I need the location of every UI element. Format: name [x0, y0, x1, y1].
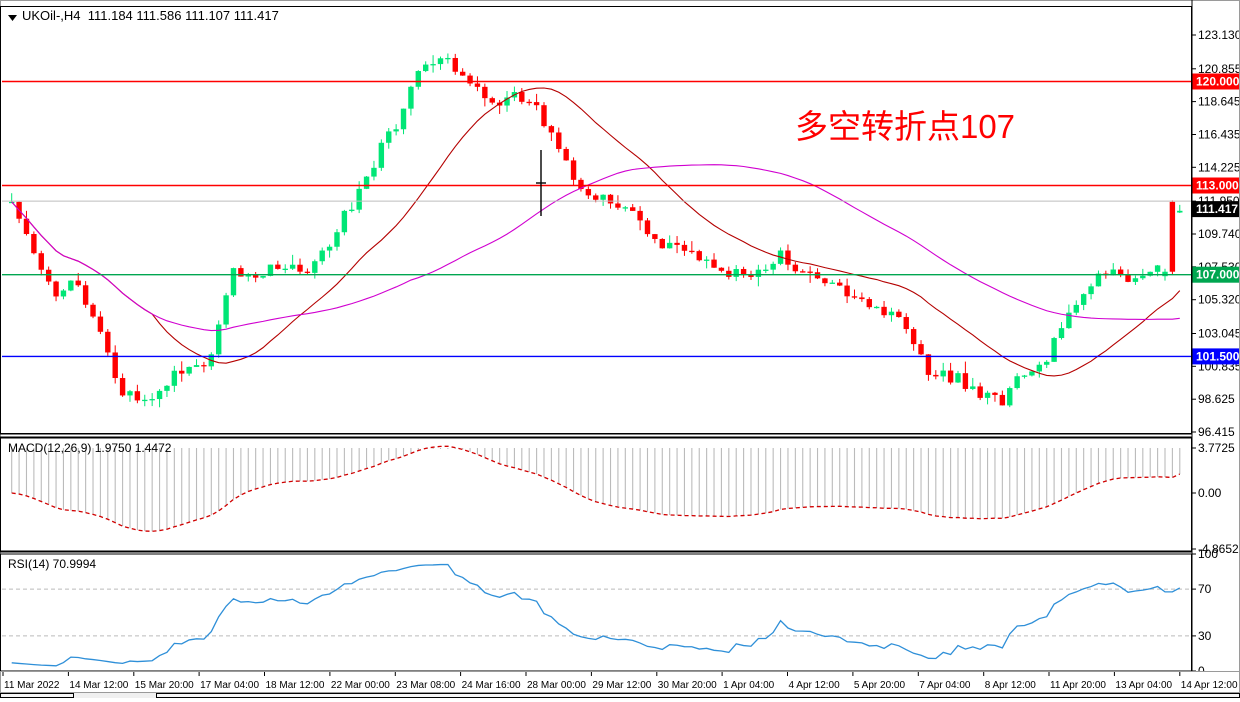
svg-text:96.415: 96.415 [1198, 425, 1235, 439]
svg-text:28 Mar 00:00: 28 Mar 00:00 [527, 680, 586, 691]
svg-text:11 Mar 2022: 11 Mar 2022 [4, 680, 60, 691]
svg-text:24 Mar 16:00: 24 Mar 16:00 [462, 680, 521, 691]
svg-text:13 Apr 04:00: 13 Apr 04:00 [1115, 680, 1172, 691]
svg-text:17 Mar 04:00: 17 Mar 04:00 [200, 680, 259, 691]
svg-text:30 Mar 20:00: 30 Mar 20:00 [658, 680, 717, 691]
svg-text:18 Mar 12:00: 18 Mar 12:00 [266, 680, 325, 691]
svg-text:22 Mar 00:00: 22 Mar 00:00 [331, 680, 390, 691]
svg-text:14 Apr 12:00: 14 Apr 12:00 [1181, 680, 1238, 691]
svg-text:118.645: 118.645 [1198, 95, 1240, 109]
svg-text:101.500: 101.500 [1196, 349, 1240, 363]
svg-text:105.320: 105.320 [1198, 293, 1240, 307]
svg-text:111.417: 111.417 [1196, 202, 1238, 216]
svg-text:14 Mar 12:00: 14 Mar 12:00 [69, 680, 128, 691]
svg-text:123.130: 123.130 [1198, 28, 1240, 42]
svg-text:15 Mar 20:00: 15 Mar 20:00 [135, 680, 194, 691]
svg-text:1 Apr 04:00: 1 Apr 04:00 [723, 680, 775, 691]
svg-text:11 Apr 20:00: 11 Apr 20:00 [1050, 680, 1106, 691]
svg-text:120.000: 120.000 [1196, 75, 1240, 89]
svg-text:116.435: 116.435 [1198, 128, 1240, 142]
svg-text:114.225: 114.225 [1198, 160, 1240, 174]
svg-text:0.00: 0.00 [1198, 486, 1222, 500]
svg-text:23 Mar 08:00: 23 Mar 08:00 [396, 680, 455, 691]
svg-text:多空转折点107: 多空转折点107 [795, 108, 1015, 145]
svg-text:100: 100 [1198, 547, 1218, 561]
svg-text:4 Apr 12:00: 4 Apr 12:00 [789, 680, 841, 691]
svg-text:109.740: 109.740 [1198, 227, 1240, 241]
svg-text:UKOil-,H4 111.184 111.586 111: UKOil-,H4 111.184 111.586 111.107 111.41… [22, 8, 279, 23]
svg-text:5 Apr 20:00: 5 Apr 20:00 [854, 680, 906, 691]
svg-text:103.045: 103.045 [1198, 327, 1240, 341]
svg-text:3.7725: 3.7725 [1198, 441, 1235, 455]
svg-text:30: 30 [1198, 629, 1212, 643]
svg-text:107.000: 107.000 [1196, 268, 1240, 282]
svg-text:7 Apr 04:00: 7 Apr 04:00 [919, 680, 971, 691]
svg-text:29 Mar 12:00: 29 Mar 12:00 [592, 680, 651, 691]
svg-text:8 Apr 12:00: 8 Apr 12:00 [985, 680, 1037, 691]
svg-text:113.000: 113.000 [1196, 179, 1239, 193]
svg-text:MACD(12,26,9) 1.9750 1.4472: MACD(12,26,9) 1.9750 1.4472 [8, 441, 172, 455]
svg-text:98.625: 98.625 [1198, 392, 1235, 406]
svg-text:RSI(14) 70.9994: RSI(14) 70.9994 [8, 557, 96, 571]
svg-text:70: 70 [1198, 582, 1212, 596]
